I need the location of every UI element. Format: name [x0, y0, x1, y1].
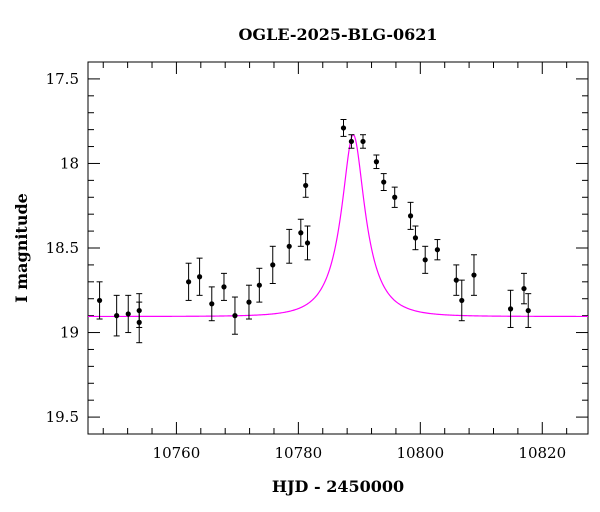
- model-curve-group: [88, 134, 588, 318]
- data-marker: [412, 235, 419, 241]
- data-point: [507, 289, 514, 328]
- data-marker: [246, 299, 252, 305]
- data-marker: [96, 297, 103, 304]
- data-marker: [298, 230, 304, 236]
- x-tick-label: 10760: [153, 444, 201, 462]
- x-tick-label: 10780: [275, 444, 323, 462]
- data-point: [185, 262, 192, 301]
- data-point: [286, 228, 293, 264]
- data-point: [297, 218, 304, 247]
- data-points: [96, 118, 532, 344]
- data-marker: [221, 284, 227, 290]
- data-marker: [196, 274, 203, 280]
- y-tick-label: 18.5: [46, 239, 79, 257]
- data-point: [208, 286, 215, 322]
- data-point: [220, 272, 227, 301]
- plot-frame: [87, 61, 589, 435]
- y-tick-label: 18: [60, 154, 79, 172]
- data-marker: [136, 319, 142, 325]
- data-point: [245, 284, 252, 320]
- axis-ticks: [88, 61, 588, 435]
- data-point: [231, 296, 238, 335]
- data-marker: [422, 257, 428, 263]
- x-axis-label: HJD - 2450000: [272, 477, 404, 496]
- data-point: [470, 254, 477, 296]
- data-marker: [459, 297, 465, 304]
- data-point: [407, 201, 414, 230]
- y-tick-label: 19.5: [46, 408, 79, 426]
- data-marker: [453, 277, 459, 283]
- data-point: [412, 225, 419, 251]
- data-point: [96, 281, 103, 320]
- data-point: [360, 134, 366, 149]
- data-marker: [392, 194, 398, 200]
- data-marker: [186, 279, 192, 285]
- x-tick-label: 10820: [518, 444, 566, 462]
- data-marker: [381, 179, 387, 185]
- data-marker: [304, 240, 311, 246]
- data-point: [256, 267, 263, 303]
- data-marker: [525, 307, 531, 314]
- x-tick-label: 10800: [396, 444, 444, 462]
- data-marker: [407, 213, 414, 219]
- data-point: [380, 173, 387, 192]
- model-curve: [88, 134, 588, 318]
- data-point: [196, 257, 203, 296]
- data-marker: [232, 313, 238, 319]
- data-marker: [507, 306, 514, 312]
- data-marker: [471, 272, 477, 278]
- data-point: [520, 272, 527, 305]
- chart-title: OGLE-2025-BLG-0621: [238, 25, 437, 44]
- axis-tick-labels: 10760 10780 10800 10820 17.5 18 18.5 19 19.5: [46, 70, 567, 462]
- data-marker: [373, 159, 380, 165]
- data-point: [458, 279, 465, 322]
- y-tick-label: 17.5: [46, 70, 79, 88]
- data-point: [136, 301, 143, 344]
- data-point: [113, 294, 120, 337]
- data-marker: [125, 311, 131, 317]
- data-point: [125, 294, 132, 334]
- data-point: [422, 245, 429, 274]
- data-point: [304, 225, 311, 261]
- data-marker: [286, 243, 292, 249]
- y-tick-label: 19: [60, 324, 79, 342]
- data-point: [434, 239, 441, 261]
- data-marker: [340, 125, 347, 131]
- data-marker: [256, 282, 262, 288]
- y-axis-label: I magnitude: [12, 193, 31, 303]
- data-marker: [348, 138, 355, 145]
- data-point: [391, 186, 398, 208]
- data-marker: [303, 182, 309, 189]
- data-point: [453, 264, 460, 296]
- data-point: [348, 134, 355, 149]
- data-marker: [434, 247, 440, 253]
- data-marker: [360, 138, 366, 145]
- data-point: [269, 245, 276, 285]
- data-marker: [270, 262, 276, 268]
- data-marker: [521, 285, 527, 292]
- data-point: [340, 118, 347, 137]
- data-marker: [114, 313, 120, 319]
- data-point: [525, 293, 532, 328]
- data-point: [302, 173, 309, 198]
- data-point: [373, 154, 380, 170]
- data-marker: [209, 301, 215, 307]
